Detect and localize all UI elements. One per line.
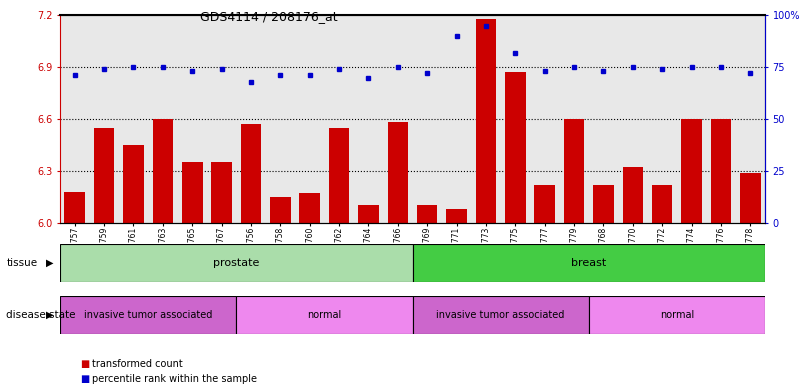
Bar [622, 167, 643, 223]
Bar [236, 296, 413, 334]
Bar [652, 185, 672, 223]
Bar [60, 244, 413, 282]
Bar [358, 205, 379, 223]
Text: invasive tumor associated: invasive tumor associated [437, 310, 565, 320]
Bar [564, 119, 584, 223]
Bar [417, 205, 437, 223]
Bar [740, 173, 760, 223]
Bar [589, 296, 765, 334]
Bar [182, 162, 203, 223]
Bar [413, 296, 589, 334]
Bar [328, 128, 349, 223]
Bar [123, 145, 144, 223]
Bar [152, 119, 173, 223]
Text: invasive tumor associated: invasive tumor associated [84, 310, 212, 320]
Bar [60, 296, 236, 334]
Bar [710, 119, 731, 223]
Bar [446, 209, 467, 223]
Bar [681, 119, 702, 223]
Text: ■: ■ [80, 359, 90, 369]
Text: transformed count: transformed count [92, 359, 183, 369]
Text: ■: ■ [80, 374, 90, 384]
Text: ▶: ▶ [46, 258, 54, 268]
Text: ▶: ▶ [46, 310, 54, 320]
Bar [240, 124, 261, 223]
Bar [505, 73, 525, 223]
Text: tissue: tissue [6, 258, 38, 268]
Text: disease state: disease state [6, 310, 76, 320]
Bar [388, 122, 408, 223]
Text: percentile rank within the sample: percentile rank within the sample [92, 374, 257, 384]
Bar [534, 185, 555, 223]
Bar [64, 192, 85, 223]
Text: prostate: prostate [213, 258, 260, 268]
Bar [270, 197, 291, 223]
Text: breast: breast [571, 258, 606, 268]
Bar [94, 128, 115, 223]
Text: normal: normal [308, 310, 341, 320]
Bar [211, 162, 232, 223]
Bar [413, 244, 765, 282]
Bar [476, 19, 496, 223]
Text: GDS4114 / 208176_at: GDS4114 / 208176_at [200, 10, 338, 23]
Bar [593, 185, 614, 223]
Text: normal: normal [660, 310, 694, 320]
Bar [300, 194, 320, 223]
